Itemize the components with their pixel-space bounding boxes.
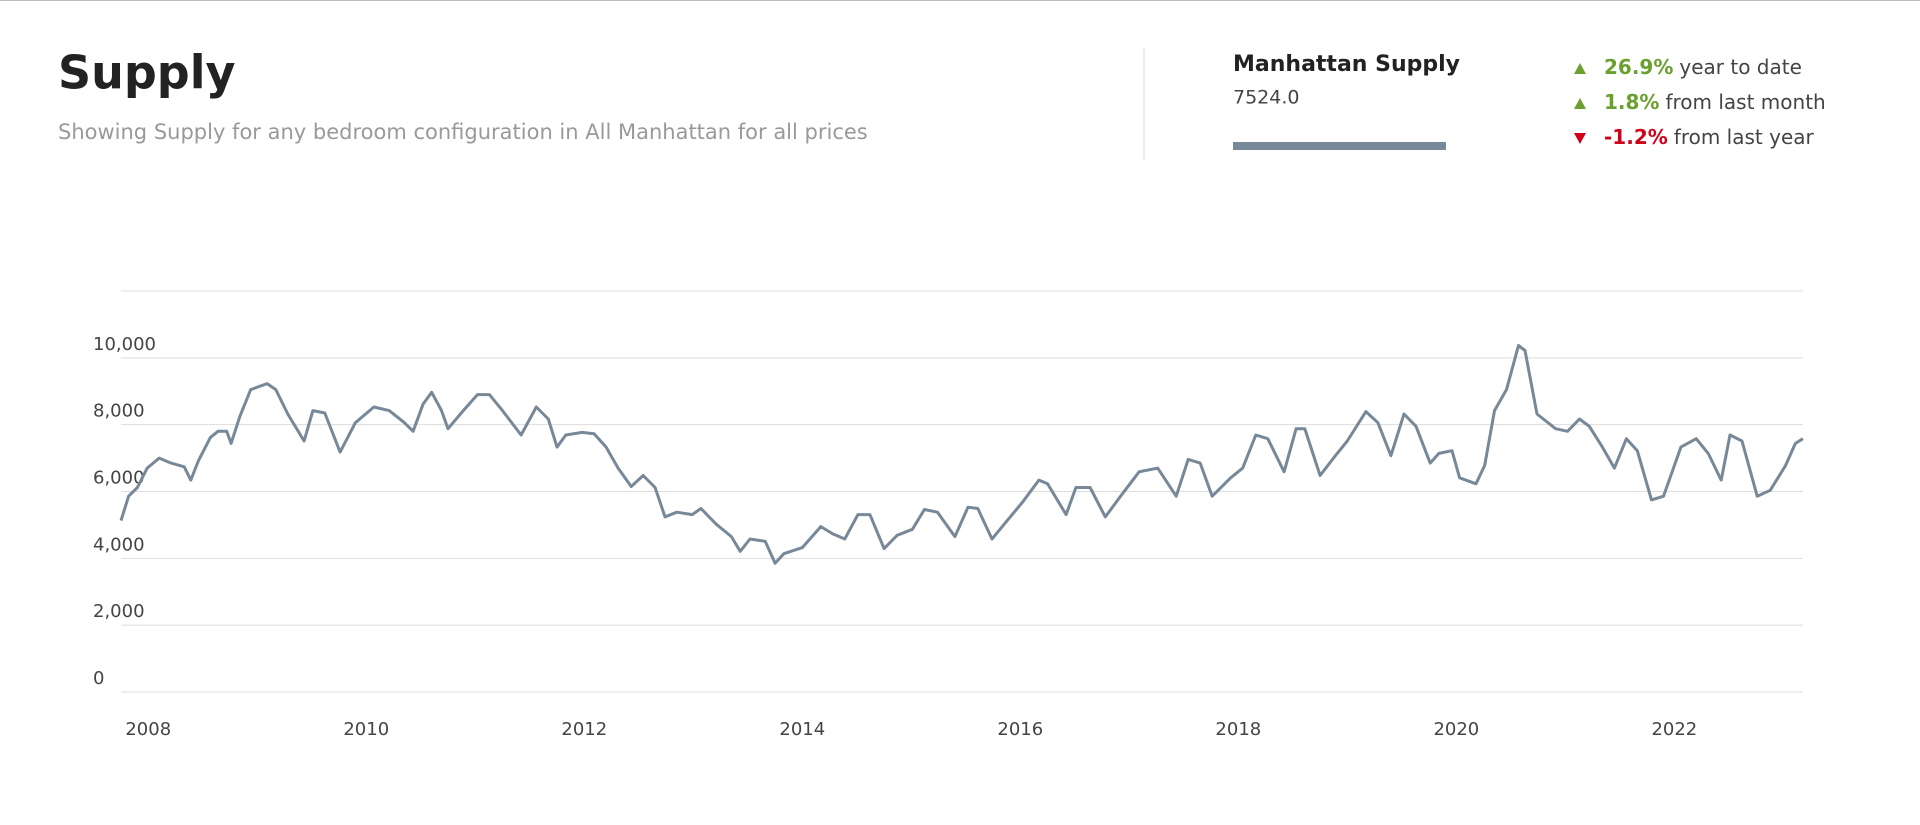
change-value: 1.8% (1604, 90, 1659, 114)
change-arrow (1574, 98, 1586, 109)
change-value: 26.9% (1604, 55, 1673, 79)
change-text: from last year (1674, 125, 1815, 149)
x-tick-label: 2020 (1433, 719, 1479, 740)
y-tick-label: 6,000 (93, 468, 145, 489)
x-tick-label: 2010 (343, 719, 389, 740)
change-value: -1.2% (1604, 125, 1668, 149)
x-tick-label: 2014 (779, 719, 825, 740)
y-tick-label: 0 (93, 668, 104, 689)
change-arrow (1574, 63, 1586, 74)
summary-value: 7524.0 (1233, 87, 1299, 109)
change-arrow (1574, 133, 1586, 144)
change-text: year to date (1679, 55, 1802, 79)
change-line: 26.9% year to date (1604, 55, 1802, 79)
change-line: 1.8% from last month (1604, 90, 1826, 114)
title: Supply (58, 46, 236, 100)
changes: 26.9% year to date 1.8% from last month -1.2… (1574, 55, 1826, 149)
change-text: from last month (1665, 90, 1825, 114)
plot: 0 2,000 4,000 6,000 8,000 10,000 2008 2010 2012 2… (93, 290, 1804, 740)
x-tick-label: 2022 (1651, 719, 1697, 740)
change-line: -1.2% from last year (1604, 125, 1815, 149)
summary-bar (1233, 142, 1446, 150)
series-line (119, 344, 1804, 565)
x-tick-label: 2018 (1215, 719, 1261, 740)
summary-title: Manhattan Supply (1233, 52, 1460, 77)
y-tick-label: 10,000 (93, 334, 156, 355)
x-tick-label: 2016 (997, 719, 1043, 740)
y-tick-label: 4,000 (93, 534, 145, 555)
subtitle: Showing Supply for any bedroom configura… (58, 120, 868, 144)
x-tick-label: 2008 (125, 719, 171, 740)
y-tick-label: 2,000 (93, 601, 145, 622)
x-tick-label: 2012 (561, 719, 607, 740)
y-tick-label: 8,000 (93, 401, 145, 422)
